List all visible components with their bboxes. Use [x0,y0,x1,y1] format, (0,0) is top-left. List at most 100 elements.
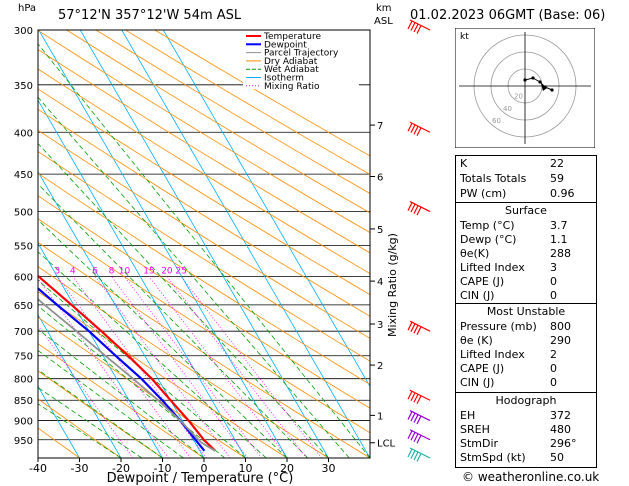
series-parcel-trajectory [38,298,216,452]
wet-adiabat-line [38,251,267,458]
temp-tick-label: 30 [322,462,336,475]
mixing-ratio-line [148,276,288,458]
legend-label: Parcel Trajectory [264,49,339,59]
dry-adiabat-line [38,291,288,458]
height-tick-label: 7 [377,121,383,132]
wind-barb [407,389,431,404]
temp-tick-label: -30 [71,462,89,475]
copyright-link[interactable]: © weatheronline.co.uk [462,470,600,484]
mixing-ratio-label: 15 [143,266,154,276]
mixing-ratio-line [38,277,169,458]
wet-adiabat-line [38,305,226,458]
isotherm-line [38,30,288,458]
mixing-ratio-label: 20 [161,266,173,276]
hodo-row-stmspd: StmSpd (kt) 50 [460,451,564,464]
mixing-ratio-axis-label: Mixing Ratio (g/kg) [386,233,399,337]
isotherm-line [162,30,370,388]
wet-adiabat-line [38,219,288,458]
dry-adiabat-line [38,195,370,409]
height-tick-label: 4 [377,277,383,288]
wet-adiabat-line [38,328,205,458]
dry-adiabat-line [38,129,370,339]
dry-adiabat-line [38,218,370,434]
pressure-tick-label: 950 [14,436,33,447]
pressure-tick-label: 650 [14,301,33,312]
hodo-row-eh: EH 372 [460,409,571,422]
pressure-tick-label: 800 [14,375,33,386]
mu-row-pressure: Pressure (mb) 800 [460,320,571,333]
hodo-row-stmdir: StmDir 296° [460,437,577,450]
mu-row-cin: CIN (J) 0 [460,376,557,389]
mixing-ratio-line [72,276,207,458]
pressure-tick-label: 400 [14,128,33,139]
pressure-tick-label: 550 [14,241,33,252]
mixing-ratio-label: 25 [175,266,186,276]
series-temperature [38,274,216,452]
mu-row-li: Lifted Index 2 [460,348,557,361]
pressure-tick-label: 300 [14,26,33,37]
wind-barb [407,121,431,137]
dry-adiabat-line [38,172,370,385]
surface-title: Surface [505,204,547,217]
index-row-totals: Totals Totals 59 [460,172,564,185]
surface-row-cin: CIN (J) 0 [460,289,557,302]
surface-row-thetae: θe(K) 288 [460,247,571,260]
series-dewpoint [38,287,206,452]
pressure-tick-label: 850 [14,396,33,407]
pressure-tick-label: 600 [14,272,33,283]
pressure-tick-label: 900 [14,417,33,428]
hodograph-point [523,78,527,82]
temp-tick-label: 0 [201,462,208,475]
index-row-pw: PW (cm) 0.96 [460,187,575,200]
dry-adiabat-line [38,68,370,274]
mixing-ratio-label: 3 [55,266,61,276]
temp-tick-label: 20 [280,462,294,475]
wind-barb [407,19,431,34]
wet-adiabat-line [38,96,350,458]
mixing-ratio-label: 8 [109,266,115,276]
wind-barb [407,447,431,462]
dry-adiabat-line [66,30,370,214]
hodograph-point [550,88,554,92]
legend-label: Temperature [263,32,321,42]
mixing-ratio-label: 10 [119,266,131,276]
wet-adiabat-line [38,279,246,458]
indices-table: K 22 Totals Totals 59 PW (cm) 0.96 [455,155,597,203]
pressure-tick-label: 700 [14,327,33,338]
wind-barb [407,410,431,425]
temp-tick-label: -40 [29,462,47,475]
mixing-ratio-line [111,276,248,458]
mixing-ratio-label: 4 [70,266,76,276]
surface-row-dewp: Dewp (°C) 1.1 [460,233,568,246]
pressure-tick-label: 450 [14,170,33,181]
pressure-tick-label: 350 [14,81,33,92]
dry-adiabat-line [38,343,205,458]
height-tick-label: 3 [377,320,383,331]
wet-adiabat-line [38,43,370,458]
dry-adiabat-line [38,398,122,458]
hodograph-table-title: Hodograph [495,394,557,407]
mixing-ratio-line [38,324,134,458]
mu-row-thetae: θe (K) 290 [460,334,571,347]
dry-adiabat-line [38,266,329,458]
mu-row-cape: CAPE (J) 0 [460,362,557,375]
wet-adiabat-line [38,369,163,458]
isotherm-line [38,99,246,458]
wind-barb [407,429,431,444]
dry-adiabat-line [38,108,370,317]
legend-label: Isotherm [264,74,304,84]
storm-motion-arrow [541,84,547,91]
skewt-chart: 1 2 3 4 6 8 10 15 20 25 3003504004505005506006507… [14,19,431,486]
dry-adiabat-line [38,151,370,362]
dry-adiabat-line [38,241,370,458]
temp-tick-label: -10 [154,462,172,475]
legend-label: Dry Adiabat [264,57,318,67]
mixing-ratio-line [57,276,191,458]
isotherm-line [79,30,329,458]
surface-table: Surface Temp (°C) 3.7 Dewp (°C) 1.1 θe(K) 2… [455,202,597,304]
location-label: 57°12'N 357°12'W 54m ASL [58,8,242,23]
isotherm-line [38,314,122,458]
hodograph-point [538,80,542,84]
temp-tick-label: 10 [239,462,253,475]
